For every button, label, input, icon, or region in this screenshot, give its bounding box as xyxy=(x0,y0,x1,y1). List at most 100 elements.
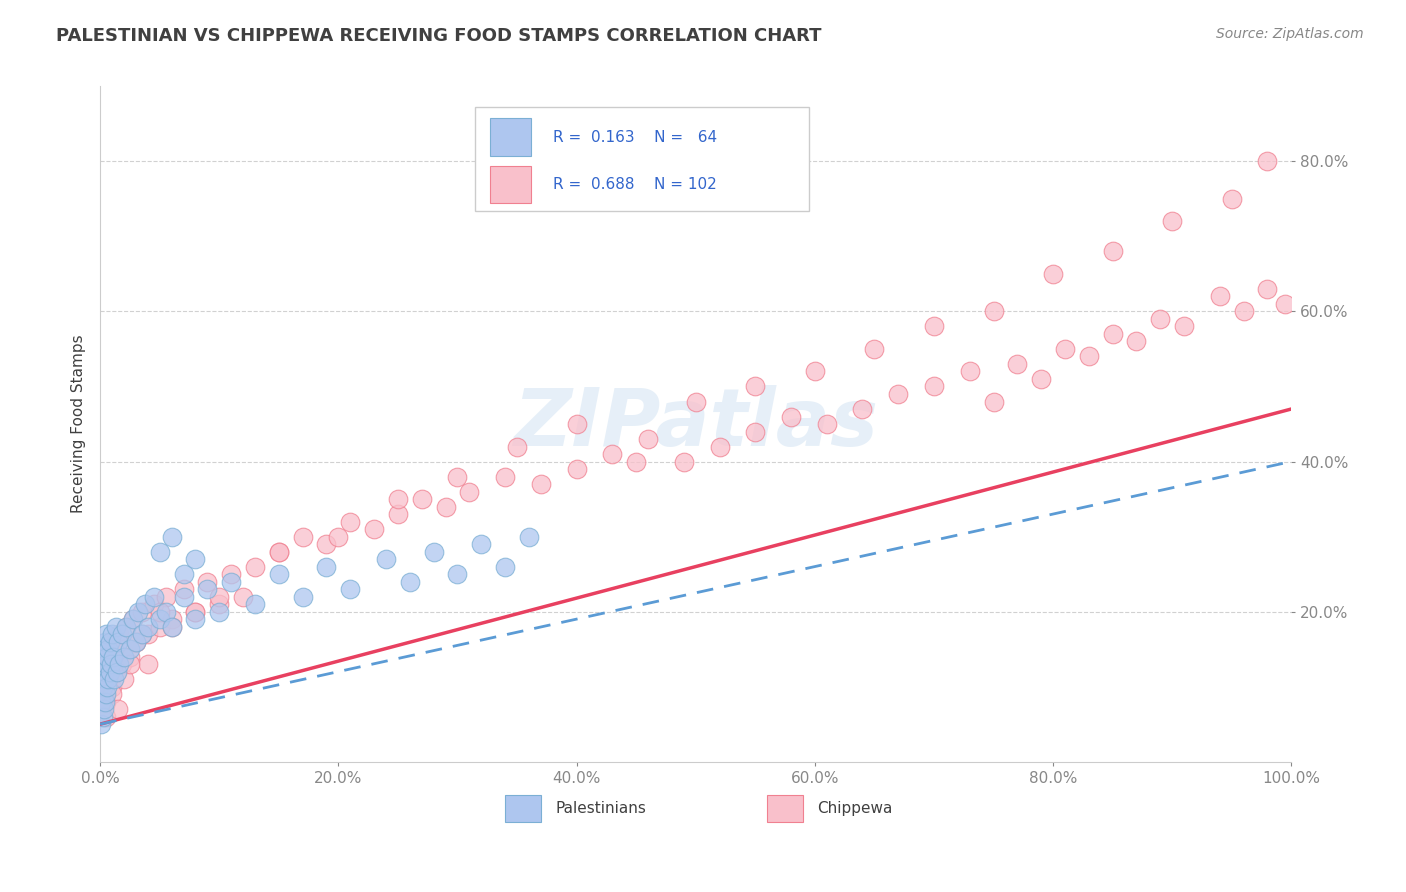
Point xyxy=(328,530,350,544)
Point xyxy=(149,612,172,626)
Text: ZIPatlas: ZIPatlas xyxy=(513,385,879,463)
Point xyxy=(195,582,218,596)
Point xyxy=(96,680,118,694)
Point xyxy=(339,582,361,596)
Point xyxy=(267,544,290,558)
Point xyxy=(112,642,135,657)
Point xyxy=(105,665,128,679)
Point xyxy=(219,567,242,582)
Point xyxy=(959,364,981,378)
Point xyxy=(94,665,117,679)
Text: R =  0.688    N = 102: R = 0.688 N = 102 xyxy=(553,177,717,192)
Point xyxy=(815,417,838,431)
Point xyxy=(863,342,886,356)
Point xyxy=(398,574,420,589)
Point xyxy=(375,552,398,566)
Point xyxy=(149,544,172,558)
Point xyxy=(1256,282,1278,296)
Point xyxy=(744,379,766,393)
Point xyxy=(105,665,128,679)
Point xyxy=(434,500,457,514)
Point xyxy=(446,567,468,582)
Point xyxy=(243,597,266,611)
Point xyxy=(142,590,165,604)
Point xyxy=(94,649,117,664)
Y-axis label: Receiving Food Stamps: Receiving Food Stamps xyxy=(72,334,86,513)
Point xyxy=(101,687,124,701)
Point xyxy=(1125,334,1147,349)
Point xyxy=(1042,267,1064,281)
Point xyxy=(155,605,177,619)
Point xyxy=(1173,319,1195,334)
Point xyxy=(131,627,153,641)
Point xyxy=(602,447,624,461)
Point xyxy=(804,364,827,378)
Point xyxy=(94,627,117,641)
Point xyxy=(107,702,129,716)
Point xyxy=(93,680,115,694)
Point xyxy=(1031,372,1053,386)
Point xyxy=(363,522,385,536)
Point xyxy=(101,680,124,694)
Point xyxy=(160,619,183,633)
Point xyxy=(1274,297,1296,311)
Point xyxy=(103,649,125,664)
Point xyxy=(1149,312,1171,326)
Point xyxy=(208,605,231,619)
Point xyxy=(125,634,148,648)
Point xyxy=(90,665,112,679)
Text: PALESTINIAN VS CHIPPEWA RECEIVING FOOD STAMPS CORRELATION CHART: PALESTINIAN VS CHIPPEWA RECEIVING FOOD S… xyxy=(56,27,821,45)
Point xyxy=(98,634,121,648)
Point xyxy=(90,695,112,709)
Point xyxy=(983,394,1005,409)
Point xyxy=(155,590,177,604)
Point xyxy=(97,672,120,686)
Point xyxy=(232,590,254,604)
Point xyxy=(624,454,647,468)
Point xyxy=(107,634,129,648)
Point xyxy=(208,597,231,611)
Point xyxy=(709,440,731,454)
Point xyxy=(100,634,122,648)
Point xyxy=(1209,289,1232,303)
Point xyxy=(112,672,135,686)
Point xyxy=(94,634,117,648)
Point xyxy=(267,567,290,582)
Point xyxy=(149,619,172,633)
Point xyxy=(98,665,121,679)
Point xyxy=(127,605,149,619)
Point xyxy=(780,409,803,424)
Point xyxy=(1256,154,1278,169)
Point xyxy=(922,319,945,334)
Point xyxy=(136,657,159,672)
Point xyxy=(93,702,115,716)
Point xyxy=(94,687,117,701)
Point xyxy=(91,680,114,694)
Point xyxy=(565,417,588,431)
Point xyxy=(96,642,118,657)
FancyBboxPatch shape xyxy=(475,107,808,211)
Point xyxy=(160,530,183,544)
Point xyxy=(922,379,945,393)
Point xyxy=(94,695,117,709)
Point xyxy=(91,709,114,723)
Text: Chippewa: Chippewa xyxy=(817,801,893,816)
Point xyxy=(94,695,117,709)
Bar xyxy=(489,166,531,202)
Point xyxy=(184,605,207,619)
Point xyxy=(1053,342,1076,356)
Point xyxy=(315,537,337,551)
Point xyxy=(98,657,121,672)
Point xyxy=(291,590,314,604)
Point xyxy=(110,627,132,641)
Point xyxy=(685,394,707,409)
Point xyxy=(291,530,314,544)
Point xyxy=(1161,214,1184,228)
Point xyxy=(125,634,148,648)
Point xyxy=(506,440,529,454)
Point xyxy=(565,462,588,476)
Point xyxy=(118,657,141,672)
Point xyxy=(136,627,159,641)
Point xyxy=(94,687,117,701)
Point xyxy=(173,582,195,596)
